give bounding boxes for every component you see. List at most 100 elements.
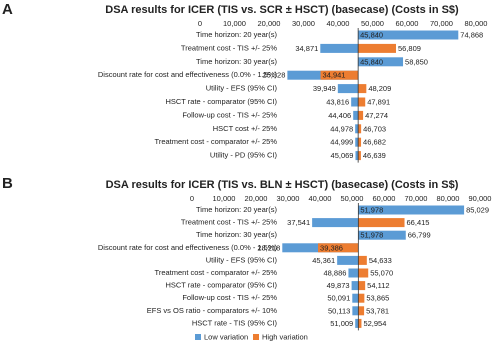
category-label: Treatment cost - comparator +/- 25% xyxy=(155,137,278,146)
bar xyxy=(358,281,366,291)
category-label: Utility - PD (95% CI) xyxy=(210,151,278,160)
category-label: Follow-up cost - TIS +/- 25% xyxy=(182,110,277,119)
bar xyxy=(352,306,359,316)
value-label: 74,868 xyxy=(460,30,483,39)
bar xyxy=(358,306,365,316)
value-label: 46,703 xyxy=(363,124,386,133)
value-label: 44,999 xyxy=(330,138,353,147)
category-label: Treatment cost - comparator +/- 25% xyxy=(155,268,278,277)
bar xyxy=(320,43,359,53)
value-label: 46,682 xyxy=(363,138,386,147)
bar xyxy=(318,243,359,253)
bar xyxy=(358,137,362,147)
bar xyxy=(358,30,459,40)
category-label: Treatment cost - TIS +/- 25% xyxy=(181,218,277,227)
x-tick-label: 20,000 xyxy=(258,19,281,28)
x-tick-label: 50,000 xyxy=(361,19,384,28)
bar xyxy=(358,205,465,215)
category-label: HSCT cost +/- 25% xyxy=(213,124,278,133)
value-label: 34,941 xyxy=(323,71,346,80)
x-tick-label: 80,000 xyxy=(437,194,460,203)
x-tick-label: 40,000 xyxy=(327,19,350,28)
value-label: 45,840 xyxy=(360,57,383,66)
value-label: 37,541 xyxy=(287,218,310,227)
value-label: 25,328 xyxy=(262,71,285,80)
bar xyxy=(358,84,367,94)
x-tick-label: 0 xyxy=(198,19,202,28)
x-tick-label: 10,000 xyxy=(213,194,236,203)
bar xyxy=(337,255,359,265)
bar xyxy=(358,230,406,240)
bar xyxy=(358,57,404,67)
bar xyxy=(351,97,359,107)
bar xyxy=(358,318,362,328)
legend-label: Low variation xyxy=(204,332,248,341)
category-label: Utility - EFS (95% CI) xyxy=(206,255,278,264)
value-label: 43,816 xyxy=(326,97,349,106)
value-label: 50,113 xyxy=(328,306,350,315)
category-label: Discount rate for cost and effectiveness… xyxy=(98,243,278,252)
bar xyxy=(353,110,359,120)
chart-title: DSA results for ICER (TIS vs. BLN ± HSCT… xyxy=(106,179,459,191)
bar xyxy=(358,43,396,53)
bar xyxy=(355,124,359,134)
category-label: Discount rate for cost and effectiveness… xyxy=(98,70,278,79)
bar xyxy=(358,293,365,303)
value-label: 39,386 xyxy=(320,243,343,252)
x-tick-label: 60,000 xyxy=(396,19,419,28)
bar xyxy=(358,110,364,120)
category-label: HSCT rate - TIS (95% CI) xyxy=(192,318,278,327)
x-tick-label: 30,000 xyxy=(277,194,300,203)
bar xyxy=(355,318,359,328)
category-label: HSCT rate - comparator (95% CI) xyxy=(165,97,277,106)
legend-swatch xyxy=(253,334,259,340)
value-label: 44,406 xyxy=(328,111,351,120)
value-label: 53,865 xyxy=(366,294,389,303)
value-label: 54,112 xyxy=(367,281,389,290)
bar xyxy=(358,97,366,107)
bar xyxy=(337,84,359,94)
category-label: Treatment cost - TIS +/- 25% xyxy=(181,43,277,52)
x-tick-label: 60,000 xyxy=(373,194,396,203)
bar xyxy=(312,218,359,228)
value-label: 28,218 xyxy=(257,243,280,252)
value-label: 51,009 xyxy=(330,319,353,328)
x-tick-label: 70,000 xyxy=(405,194,428,203)
value-label: 66,799 xyxy=(408,231,431,240)
bar xyxy=(358,151,361,161)
panel-letter: B xyxy=(2,175,13,192)
category-label: Time horizon: 20 year(s) xyxy=(196,30,278,39)
category-label: Time horizon: 30 year(s) xyxy=(196,57,278,66)
legend-swatch xyxy=(195,334,201,340)
value-label: 46,639 xyxy=(363,151,386,160)
x-tick-label: 70,000 xyxy=(430,19,453,28)
category-label: Follow-up cost - TIS +/- 25% xyxy=(182,293,277,302)
x-tick-label: 20,000 xyxy=(245,194,268,203)
x-tick-label: 90,000 xyxy=(469,194,492,203)
bar xyxy=(355,137,359,147)
value-label: 66,415 xyxy=(407,218,430,227)
category-label: Time horizon: 30 year(s) xyxy=(196,230,278,239)
x-tick-label: 0 xyxy=(190,194,194,203)
bar xyxy=(358,268,369,278)
category-label: Utility - EFS (95% CI) xyxy=(206,84,278,93)
bar xyxy=(320,70,359,80)
value-label: 51,978 xyxy=(360,231,383,240)
chart-title: DSA results for ICER (TIS vs. SCR ± HSCT… xyxy=(105,4,459,16)
value-label: 48,209 xyxy=(368,84,391,93)
value-label: 50,091 xyxy=(327,294,350,303)
value-label: 45,840 xyxy=(360,30,383,39)
value-label: 45,069 xyxy=(331,151,354,160)
bar xyxy=(352,293,359,303)
x-tick-label: 30,000 xyxy=(292,19,315,28)
bar xyxy=(358,218,405,228)
bar xyxy=(358,124,362,134)
value-label: 39,949 xyxy=(313,84,336,93)
panel-letter: A xyxy=(2,1,13,18)
value-label: 55,070 xyxy=(370,268,393,277)
value-label: 54,633 xyxy=(369,256,392,265)
x-tick-label: 40,000 xyxy=(309,194,332,203)
value-label: 47,891 xyxy=(367,97,390,106)
category-label: EFS vs OS ratio - comparators +/- 10% xyxy=(147,306,278,315)
